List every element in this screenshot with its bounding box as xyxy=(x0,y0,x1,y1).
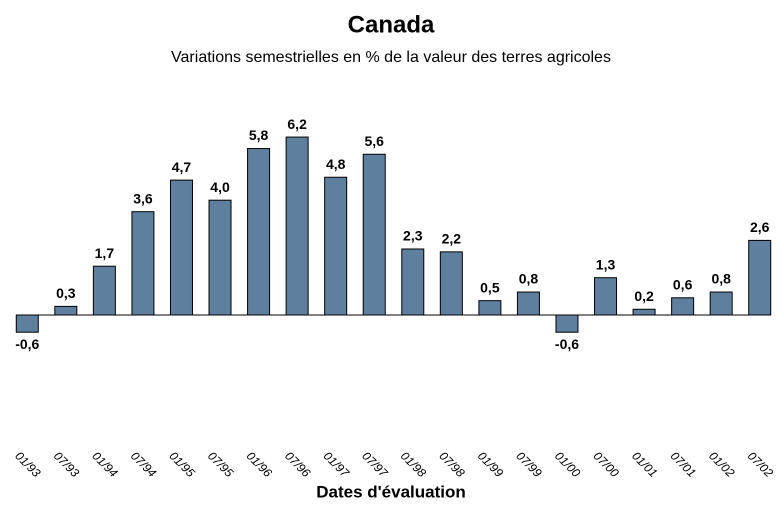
value-label: 2,6 xyxy=(750,219,770,235)
x-tick-label: 07/02 xyxy=(745,449,776,480)
bar xyxy=(671,297,695,316)
bar xyxy=(15,314,39,333)
x-axis-label: Dates d'évaluation xyxy=(316,482,466,501)
bar xyxy=(516,291,540,316)
value-label: 2,2 xyxy=(442,231,462,247)
value-label: 1,7 xyxy=(95,245,115,261)
bar xyxy=(555,314,579,333)
bar xyxy=(169,179,193,316)
bar xyxy=(709,291,733,316)
value-label: 0,6 xyxy=(673,276,693,292)
bar xyxy=(439,251,463,316)
bar xyxy=(632,308,656,316)
x-tick-label: 07/95 xyxy=(205,449,236,480)
bar xyxy=(247,148,271,316)
bar xyxy=(362,153,386,316)
value-label: 0,3 xyxy=(56,285,76,301)
value-label: -0,6 xyxy=(555,336,579,352)
x-tick-label: 07/96 xyxy=(282,449,313,480)
x-tick-label: 07/00 xyxy=(591,449,622,480)
x-tick-label: 01/02 xyxy=(706,449,737,480)
chart-subtitle: Variations semestrielles en % de la vale… xyxy=(171,49,611,66)
value-label: 3,6 xyxy=(133,190,153,206)
value-label: 2,3 xyxy=(403,228,423,244)
bar xyxy=(92,265,116,316)
x-tick-label: 01/99 xyxy=(475,449,506,480)
x-tick-label: 01/95 xyxy=(166,449,197,480)
x-tick-label: 07/01 xyxy=(668,449,699,480)
x-tick-label: 01/94 xyxy=(89,449,120,480)
value-label: 0,5 xyxy=(480,279,500,295)
value-label: 5,6 xyxy=(364,133,384,149)
x-tick-label: 01/97 xyxy=(321,449,353,481)
bar xyxy=(594,277,618,316)
x-tick-label: 01/00 xyxy=(552,449,583,480)
bar xyxy=(131,211,155,316)
x-tick-label: 07/94 xyxy=(128,449,159,480)
bar xyxy=(748,239,772,316)
x-tick-label: 07/97 xyxy=(359,449,391,481)
bar xyxy=(324,176,348,316)
x-tick-label: 01/98 xyxy=(398,449,429,480)
value-label: 0,8 xyxy=(519,271,539,287)
x-tick-label: 01/96 xyxy=(244,449,275,480)
x-tick-label: 07/98 xyxy=(436,449,467,480)
chart-title: Canada xyxy=(348,11,435,38)
value-label: 5,8 xyxy=(249,127,269,143)
x-tick-label: 01/01 xyxy=(629,449,660,480)
x-tick-label: 07/99 xyxy=(513,449,544,480)
bar xyxy=(54,305,78,316)
value-label: 4,7 xyxy=(172,159,192,175)
value-label: 4,0 xyxy=(210,179,230,195)
value-label: 1,3 xyxy=(596,256,616,272)
bar xyxy=(401,248,425,316)
x-tick-label: 01/93 xyxy=(12,449,43,480)
value-label: 6,2 xyxy=(287,116,307,132)
value-label: 4,8 xyxy=(326,156,346,172)
value-label: 0,2 xyxy=(634,288,654,304)
bar xyxy=(208,199,232,316)
value-label: 0,8 xyxy=(711,271,731,287)
bar xyxy=(478,300,502,316)
value-label: -0,6 xyxy=(15,336,39,352)
x-tick-label: 07/93 xyxy=(51,449,82,480)
bar xyxy=(285,136,309,316)
